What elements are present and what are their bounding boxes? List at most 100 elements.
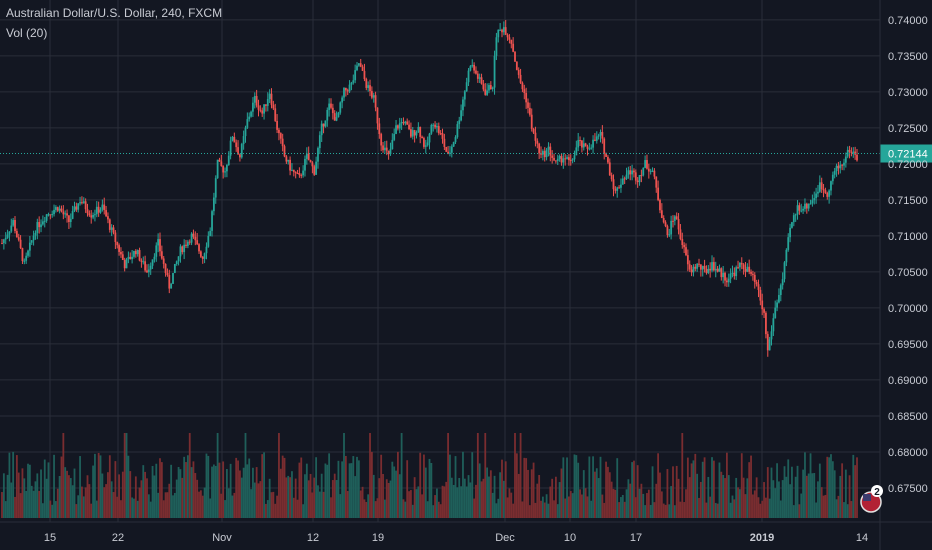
candle-body (212, 197, 215, 212)
volume-bar (4, 501, 7, 518)
volume-bar (731, 495, 734, 518)
candle-body (311, 162, 314, 167)
candle-body (423, 138, 425, 147)
candle-body (421, 136, 423, 139)
candle-body (551, 155, 554, 158)
volume-bar (480, 481, 483, 518)
volume-bar (856, 457, 858, 518)
volume-bar (402, 499, 405, 518)
candle-body (692, 266, 695, 273)
volume-bar (279, 468, 282, 518)
volume-bar (317, 485, 319, 518)
candle-body (826, 192, 829, 197)
volume-bar (582, 470, 585, 518)
volume-bar (326, 464, 329, 518)
candle-body (159, 239, 161, 252)
volume-bar (8, 452, 11, 518)
volume-bar (467, 475, 470, 518)
volume-bar (181, 477, 184, 518)
candle-body (722, 272, 725, 278)
candle-body (469, 66, 472, 71)
candle-body (395, 125, 397, 134)
candle-body (112, 227, 115, 233)
time-axis[interactable]: 15 22 Nov 12 19 Dec 10 17 2019 14 (0, 521, 932, 544)
candle-body (785, 249, 788, 263)
volume-bar (168, 483, 171, 518)
candle-body (837, 165, 840, 169)
candle-body (478, 77, 481, 79)
volume-bar (387, 482, 390, 518)
candle-body (616, 187, 619, 191)
volume-bar (653, 502, 656, 518)
candle-body (452, 142, 455, 147)
volume-bar (123, 433, 126, 518)
candle-body (168, 274, 171, 289)
volume-bar (776, 463, 778, 518)
candle-body (56, 207, 59, 211)
candle-body (592, 139, 594, 148)
symbol-title[interactable]: Australian Dollar/U.S. Dollar, 240, FXCM (6, 6, 223, 20)
volume-indicator-label[interactable]: Vol (20) (6, 26, 48, 40)
volume-bar (421, 494, 423, 518)
volume-bar (530, 469, 533, 518)
candle-body (750, 271, 752, 274)
volume-bar (36, 473, 39, 518)
volume-bar (324, 463, 327, 518)
candle-body (584, 143, 587, 147)
volume-bar (400, 433, 403, 518)
candle-body (623, 178, 626, 180)
candle-body (181, 246, 184, 253)
candle-body (787, 237, 790, 250)
volume-bar (265, 503, 267, 518)
volume-bar (266, 500, 269, 518)
candle-body (791, 222, 793, 228)
volume-bar (556, 504, 559, 518)
volume-bar (339, 494, 342, 518)
candle-body (833, 171, 836, 175)
volume-bar (188, 433, 191, 518)
volume-bar (696, 473, 699, 518)
candle-body (666, 226, 669, 236)
candle-body (653, 170, 656, 177)
candle-body (15, 231, 18, 238)
volume-bar (495, 503, 498, 518)
volume-bar (818, 463, 821, 518)
volume-bar (739, 489, 741, 518)
candle-body (729, 273, 732, 279)
last-price-tag[interactable] (880, 144, 932, 163)
volume-bar (590, 500, 593, 518)
volume-bar (64, 467, 67, 518)
candle-body (638, 175, 641, 183)
volume-bar (129, 471, 132, 518)
candle-body (579, 140, 581, 142)
volume-bar (186, 455, 189, 518)
volume-bar (151, 465, 154, 518)
volume-bar (253, 482, 256, 518)
candle-body (792, 215, 795, 223)
candle-body (350, 82, 353, 85)
volume-bar (71, 485, 74, 518)
volume-bar (380, 454, 383, 518)
volume-bar (688, 477, 691, 518)
candle-body (538, 143, 541, 154)
candle-body (406, 121, 409, 125)
candle-body (68, 215, 70, 223)
volume-bar (497, 498, 500, 518)
candle-body (841, 164, 844, 166)
candle-body (475, 70, 477, 74)
candle-body (502, 27, 505, 33)
candle-body (146, 270, 148, 273)
price-axis[interactable]: 0.74000 0.73500 0.73000 0.72500 0.72000 0.715… (879, 0, 928, 550)
candle-body (84, 201, 87, 210)
timezone-badge[interactable]: 2 (860, 485, 883, 513)
volume-bar (6, 474, 9, 518)
candle-body (55, 207, 57, 210)
candle-body (192, 233, 195, 237)
volume-bar (824, 494, 827, 518)
candle-body (528, 107, 531, 115)
candle-body (608, 162, 611, 176)
volume-bar (484, 433, 487, 518)
candle-body (523, 89, 526, 94)
volume-bar (828, 457, 831, 518)
